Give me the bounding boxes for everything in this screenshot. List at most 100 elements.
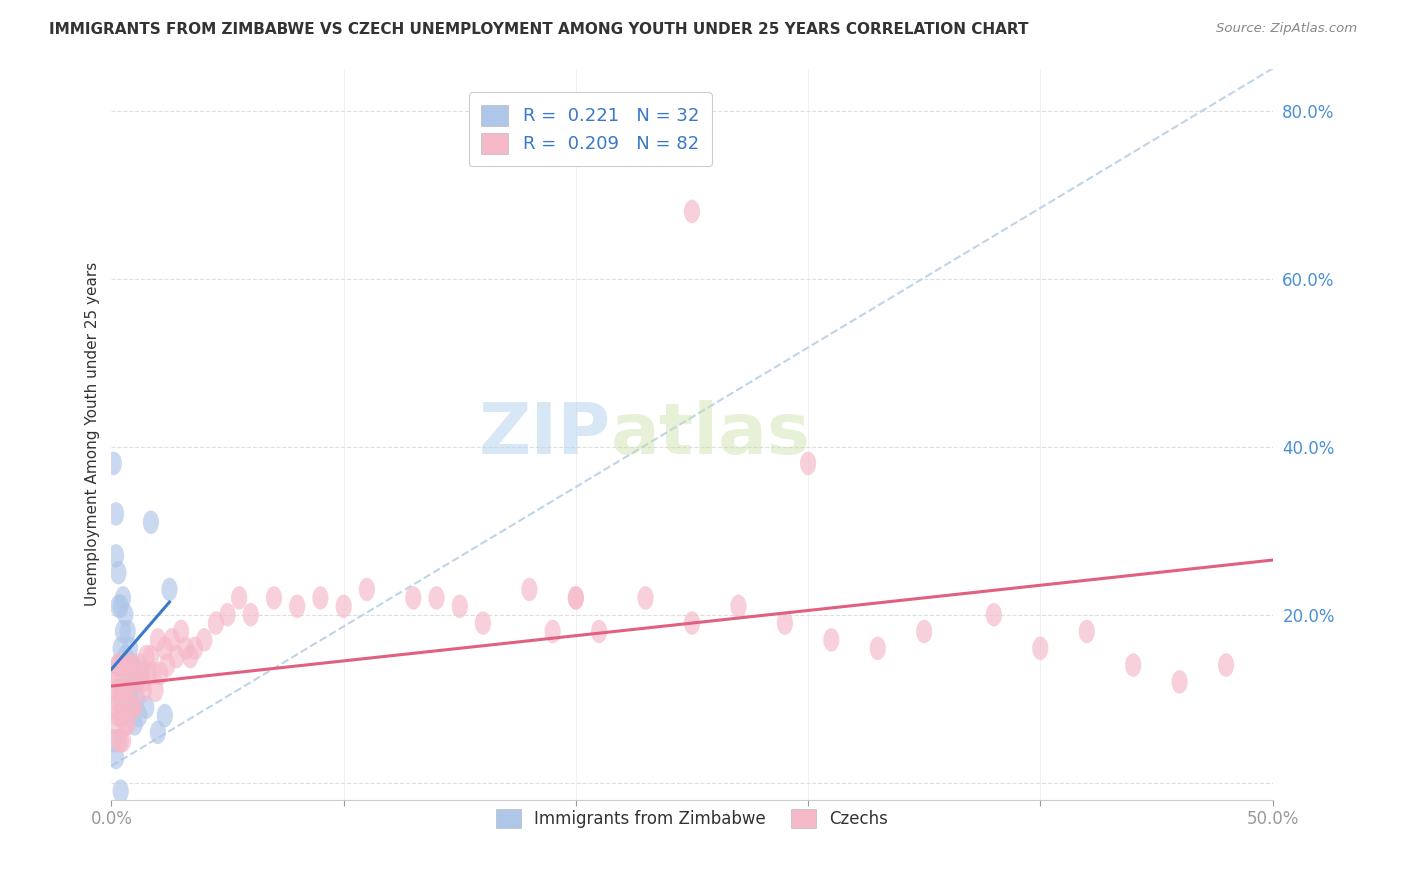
Ellipse shape [451, 594, 468, 618]
Ellipse shape [124, 696, 141, 719]
Y-axis label: Unemployment Among Youth under 25 years: Unemployment Among Youth under 25 years [86, 262, 100, 607]
Ellipse shape [800, 451, 817, 475]
Ellipse shape [917, 620, 932, 643]
Ellipse shape [429, 586, 444, 609]
Ellipse shape [683, 611, 700, 635]
Ellipse shape [177, 637, 194, 660]
Ellipse shape [134, 662, 149, 685]
Ellipse shape [173, 620, 190, 643]
Ellipse shape [266, 586, 283, 609]
Ellipse shape [405, 586, 422, 609]
Ellipse shape [120, 620, 136, 643]
Ellipse shape [336, 594, 352, 618]
Ellipse shape [169, 645, 184, 668]
Ellipse shape [143, 510, 159, 534]
Ellipse shape [108, 502, 124, 525]
Ellipse shape [823, 628, 839, 652]
Ellipse shape [637, 586, 654, 609]
Ellipse shape [108, 544, 124, 567]
Ellipse shape [120, 679, 136, 702]
Ellipse shape [568, 586, 583, 609]
Ellipse shape [986, 603, 1002, 626]
Ellipse shape [776, 611, 793, 635]
Ellipse shape [120, 662, 136, 685]
Ellipse shape [162, 578, 177, 601]
Ellipse shape [120, 712, 136, 736]
Ellipse shape [127, 712, 143, 736]
Ellipse shape [122, 637, 138, 660]
Ellipse shape [108, 746, 124, 769]
Ellipse shape [591, 620, 607, 643]
Ellipse shape [108, 687, 124, 710]
Ellipse shape [110, 653, 127, 677]
Ellipse shape [522, 578, 537, 601]
Ellipse shape [117, 603, 134, 626]
Ellipse shape [163, 628, 180, 652]
Ellipse shape [108, 712, 124, 736]
Ellipse shape [187, 637, 202, 660]
Ellipse shape [149, 628, 166, 652]
Ellipse shape [475, 611, 491, 635]
Ellipse shape [124, 696, 141, 719]
Ellipse shape [112, 653, 129, 677]
Ellipse shape [127, 696, 143, 719]
Ellipse shape [110, 653, 127, 677]
Ellipse shape [131, 653, 148, 677]
Ellipse shape [197, 628, 212, 652]
Ellipse shape [115, 586, 131, 609]
Ellipse shape [117, 712, 134, 736]
Ellipse shape [243, 603, 259, 626]
Text: IMMIGRANTS FROM ZIMBABWE VS CZECH UNEMPLOYMENT AMONG YOUTH UNDER 25 YEARS CORREL: IMMIGRANTS FROM ZIMBABWE VS CZECH UNEMPL… [49, 22, 1029, 37]
Ellipse shape [219, 603, 236, 626]
Ellipse shape [148, 679, 163, 702]
Ellipse shape [115, 653, 131, 677]
Ellipse shape [138, 645, 155, 668]
Ellipse shape [110, 729, 127, 753]
Ellipse shape [183, 645, 198, 668]
Text: atlas: atlas [610, 400, 811, 468]
Ellipse shape [870, 637, 886, 660]
Ellipse shape [141, 662, 156, 685]
Ellipse shape [108, 662, 124, 685]
Ellipse shape [112, 637, 129, 660]
Ellipse shape [359, 578, 375, 601]
Ellipse shape [124, 653, 141, 677]
Ellipse shape [208, 611, 224, 635]
Ellipse shape [105, 662, 122, 685]
Ellipse shape [117, 645, 134, 668]
Ellipse shape [312, 586, 329, 609]
Ellipse shape [156, 637, 173, 660]
Ellipse shape [683, 200, 700, 223]
Ellipse shape [112, 780, 129, 803]
Ellipse shape [134, 670, 149, 694]
Ellipse shape [117, 653, 134, 677]
Ellipse shape [115, 620, 131, 643]
Ellipse shape [1218, 653, 1234, 677]
Ellipse shape [105, 696, 122, 719]
Ellipse shape [568, 586, 583, 609]
Ellipse shape [124, 653, 141, 677]
Legend: Immigrants from Zimbabwe, Czechs: Immigrants from Zimbabwe, Czechs [489, 803, 894, 835]
Ellipse shape [129, 687, 145, 710]
Ellipse shape [1125, 653, 1142, 677]
Ellipse shape [112, 687, 129, 710]
Ellipse shape [110, 561, 127, 584]
Ellipse shape [145, 662, 162, 685]
Ellipse shape [290, 594, 305, 618]
Ellipse shape [138, 696, 155, 719]
Ellipse shape [110, 594, 127, 618]
Ellipse shape [112, 679, 129, 702]
Ellipse shape [143, 645, 159, 668]
Ellipse shape [115, 729, 131, 753]
Ellipse shape [115, 679, 131, 702]
Ellipse shape [110, 679, 127, 702]
Ellipse shape [149, 721, 166, 744]
Ellipse shape [156, 704, 173, 727]
Text: Source: ZipAtlas.com: Source: ZipAtlas.com [1216, 22, 1357, 36]
Ellipse shape [112, 729, 129, 753]
Ellipse shape [129, 670, 145, 694]
Ellipse shape [117, 679, 134, 702]
Ellipse shape [122, 696, 138, 719]
Text: ZIP: ZIP [478, 400, 610, 468]
Ellipse shape [122, 662, 138, 685]
